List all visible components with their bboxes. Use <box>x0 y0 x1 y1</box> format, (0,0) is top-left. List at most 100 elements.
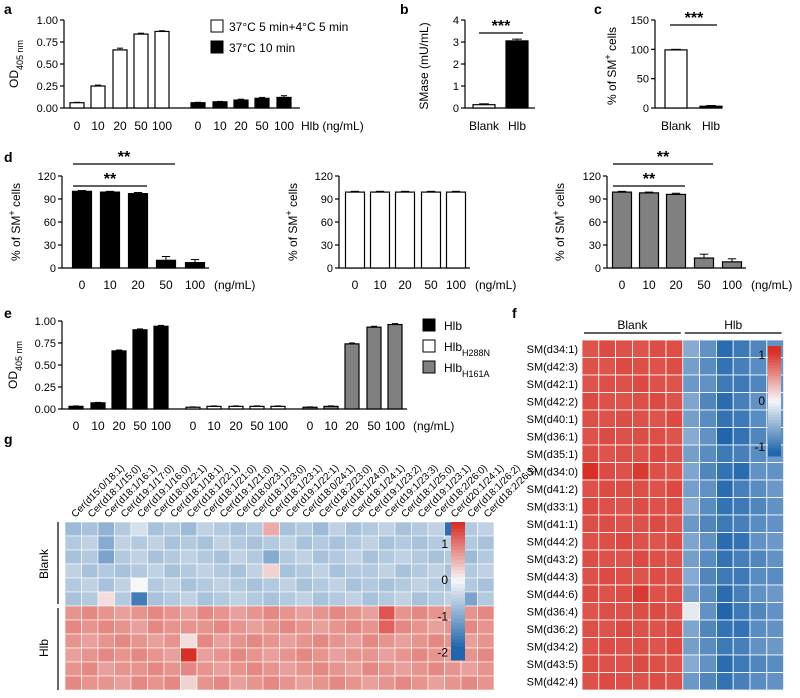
panel-f-colorbar-segment <box>768 373 781 377</box>
panel-letter-d: d <box>4 149 13 165</box>
panel-f-heatmap-cell <box>581 602 600 621</box>
panel-a-x-tick-label: 0 <box>195 119 202 133</box>
panel-e-series-2-bar <box>344 343 360 410</box>
panel-g-heatmap-cell <box>279 675 297 691</box>
panel-e-x-tick-label: 100 <box>268 419 288 433</box>
panel-g-heatmap-cell <box>328 661 346 677</box>
panel-g-heatmap-cell <box>279 633 297 649</box>
panel-g-colorbar-segment <box>451 573 465 578</box>
panel-f-heatmap-cell <box>682 479 700 498</box>
panel-g-heatmap-cell <box>213 591 231 607</box>
panel-f-heatmap-cell <box>648 514 667 533</box>
panel-f-heatmap-cell <box>648 357 667 376</box>
panel-g-heatmap-cell <box>427 675 445 691</box>
panel-f-colorbar-segment <box>768 425 781 429</box>
panel-g-heatmap-cell <box>345 619 363 635</box>
panel-a-x-tick-label: 0 <box>74 119 81 133</box>
panel-g-heatmap-cell <box>262 633 280 649</box>
panel-d-chart-0-y-tick-label: 90 <box>44 194 56 206</box>
panel-c-significance-label: *** <box>685 10 704 27</box>
panel-f-heatmap-cell <box>598 584 616 603</box>
panel-f-colorbar-segment <box>768 434 781 438</box>
panel-d-chart-2-bar <box>611 191 633 269</box>
panel-g-heatmap-cell <box>477 591 495 607</box>
panel-d-chart-2-y-tick-label: 30 <box>589 240 601 252</box>
panel-g-heatmap-cell <box>229 633 247 649</box>
panel-g-heatmap-cell <box>64 535 82 551</box>
panel-e-y-tick-label: 0.25 <box>35 382 56 394</box>
panel-f-heatmap-cell <box>648 339 667 358</box>
panel-b-y-tick-label: 0 <box>453 103 459 115</box>
panel-f-heatmap-cell <box>682 339 700 358</box>
panel-f-heatmap-cell <box>716 637 734 656</box>
panel-f-heatmap-cell <box>732 462 751 481</box>
panel-f-heatmap-cell <box>581 584 600 603</box>
panel-g-heatmap-cell <box>328 563 346 579</box>
panel-g-heatmap-cell <box>394 647 412 663</box>
panel-g-heatmap-cell <box>312 661 330 677</box>
panel-f-heatmap-cell <box>749 462 768 481</box>
panel-f-heatmap-cell <box>716 392 734 411</box>
panel-f-heatmap-cell <box>648 409 667 428</box>
panel-g-heatmap-cell <box>229 563 247 579</box>
panel-f-heatmap-cell <box>716 497 734 516</box>
panel-f-heatmap-cell <box>581 654 600 673</box>
panel-d-chart-1-bar <box>344 191 366 269</box>
panel-f-heatmap-cell <box>749 584 768 603</box>
panel-d-chart-1-y-tick-label: 0 <box>327 263 333 275</box>
panel-e-x-tick-label: 0 <box>73 419 80 433</box>
panel-f-heatmap-cell <box>615 497 633 516</box>
panel-g-heatmap-cell <box>312 577 330 593</box>
panel-e-series-2-bar <box>323 405 339 410</box>
panel-g-heatmap-cell <box>477 577 495 593</box>
panel-d-chart-0-y-tick-label: 120 <box>38 171 56 183</box>
panel-f-heatmap-cell <box>581 444 600 463</box>
panel-f-heatmap-cell <box>716 654 734 673</box>
panel-d-chart-0-y-tick-label: 0 <box>50 263 56 275</box>
panel-f-colorbar-segment <box>768 412 781 416</box>
panel-f-heatmap-cell <box>699 637 717 656</box>
panel-f-colorbar-segment <box>768 395 781 399</box>
panel-f-heatmap-cell <box>665 584 684 603</box>
panel-g-heatmap-cell <box>312 549 330 565</box>
panel-f-heatmap-cell <box>632 532 650 551</box>
panel-g-heatmap-cell <box>262 661 280 677</box>
panel-f-heatmap-cell <box>665 374 684 393</box>
panel-a-x-axis-title: Hlb (ng/mL) <box>301 119 364 133</box>
panel-g-heatmap-cell <box>97 563 115 579</box>
panel-f-heatmap-cell <box>732 444 751 463</box>
panel-e-unit-label: (ng/mL) <box>413 419 454 433</box>
panel-e-x-tick-label: 0 <box>190 419 197 433</box>
panel-g-heatmap-cell <box>262 563 280 579</box>
panel-g-heatmap-cell <box>81 563 99 579</box>
panel-g-heatmap-cell <box>361 535 379 551</box>
panel-g-heatmap-cell <box>163 535 181 551</box>
panel-g-heatmap-cell <box>64 577 82 593</box>
panel-f-heatmap-cell <box>732 654 751 673</box>
panel-f-heatmap-cell <box>665 392 684 411</box>
panel-g-heatmap-cell <box>180 549 198 565</box>
panel-g-colorbar-segment <box>451 584 465 589</box>
panel-g-heatmap-cell <box>213 619 231 635</box>
panel-g-heatmap-cell <box>477 661 495 677</box>
panel-letter-f: f <box>512 305 517 321</box>
panel-c-bar <box>664 49 688 109</box>
panel-f-heatmap-cell <box>749 497 768 516</box>
panel-f-heatmap-cell <box>665 514 684 533</box>
panel-f-heatmap-cell <box>732 549 751 568</box>
panel-g-colorbar-segment <box>451 549 465 554</box>
panel-g-heatmap-cell <box>378 605 396 621</box>
panel-f-heatmap-cell <box>749 514 768 533</box>
panel-a-series-1-bar <box>212 101 228 109</box>
panel-g-heatmap-cell <box>114 591 132 607</box>
panel-g-heatmap-cell <box>295 535 313 551</box>
panel-c-y-tick-label: 150 <box>631 15 649 27</box>
panel-f-heatmap-cell <box>632 514 650 533</box>
panel-d-chart-0-x-tick-label: 20 <box>131 278 145 292</box>
panel-g-heatmap-cell <box>130 577 148 593</box>
panel-g-heatmap-cell <box>394 619 412 635</box>
panel-a-series-1-bar <box>233 99 249 109</box>
panel-d-chart-1-bar <box>394 191 416 269</box>
panel-f-heatmap-cell <box>598 672 616 691</box>
panel-f-heatmap-cell <box>682 637 700 656</box>
